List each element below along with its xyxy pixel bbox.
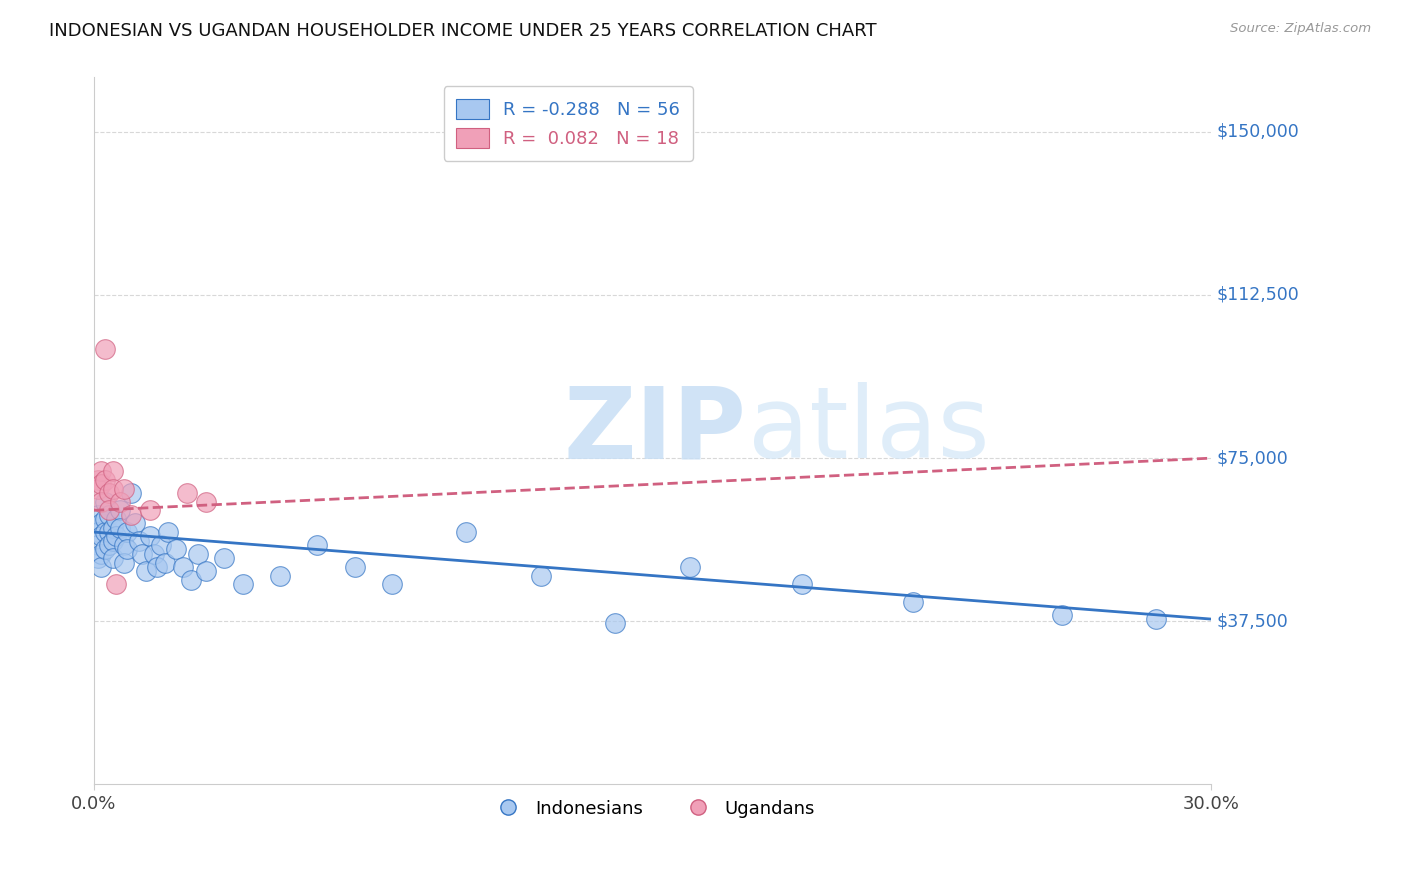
Point — [90, 516, 112, 531]
Point — [530, 568, 553, 582]
Point — [101, 521, 124, 535]
Point — [381, 577, 404, 591]
Text: $75,000: $75,000 — [1218, 450, 1289, 467]
Text: ZIP: ZIP — [564, 383, 747, 479]
Point — [139, 503, 162, 517]
Point — [94, 494, 117, 508]
Point — [903, 595, 925, 609]
Point — [135, 564, 157, 578]
Point — [94, 525, 117, 540]
Point — [101, 482, 124, 496]
Point — [180, 573, 202, 587]
Point — [86, 551, 108, 566]
Point — [139, 529, 162, 543]
Point — [90, 477, 112, 491]
Point — [94, 542, 117, 557]
Legend: Indonesians, Ugandans: Indonesians, Ugandans — [484, 792, 823, 825]
Point — [94, 512, 117, 526]
Text: Source: ZipAtlas.com: Source: ZipAtlas.com — [1230, 22, 1371, 36]
Point — [86, 525, 108, 540]
Point — [105, 529, 128, 543]
Point — [679, 560, 702, 574]
Point — [97, 486, 120, 500]
Point — [149, 538, 172, 552]
Point — [108, 503, 131, 517]
Point — [105, 512, 128, 526]
Text: INDONESIAN VS UGANDAN HOUSEHOLDER INCOME UNDER 25 YEARS CORRELATION CHART: INDONESIAN VS UGANDAN HOUSEHOLDER INCOME… — [49, 22, 877, 40]
Point — [146, 560, 169, 574]
Text: $150,000: $150,000 — [1218, 123, 1299, 141]
Point — [187, 547, 209, 561]
Point — [131, 547, 153, 561]
Point — [90, 560, 112, 574]
Point — [112, 538, 135, 552]
Point — [194, 564, 217, 578]
Point — [86, 538, 108, 552]
Point — [108, 521, 131, 535]
Point — [112, 556, 135, 570]
Point — [120, 508, 142, 522]
Point — [90, 464, 112, 478]
Point — [194, 494, 217, 508]
Text: $112,500: $112,500 — [1218, 286, 1299, 304]
Point — [1052, 607, 1074, 622]
Point — [214, 551, 236, 566]
Point — [97, 508, 120, 522]
Point — [157, 525, 180, 540]
Point — [120, 486, 142, 500]
Point — [97, 538, 120, 552]
Point — [790, 577, 813, 591]
Point — [165, 542, 187, 557]
Point — [101, 551, 124, 566]
Point — [94, 343, 117, 357]
Point — [101, 464, 124, 478]
Point — [90, 529, 112, 543]
Point — [117, 525, 139, 540]
Point — [153, 556, 176, 570]
Point — [90, 494, 112, 508]
Point — [456, 525, 478, 540]
Point — [172, 560, 194, 574]
Text: atlas: atlas — [748, 383, 990, 479]
Point — [97, 503, 120, 517]
Point — [105, 577, 128, 591]
Point — [86, 473, 108, 487]
Point — [108, 494, 131, 508]
Point — [117, 542, 139, 557]
Point — [124, 516, 146, 531]
Point — [86, 482, 108, 496]
Point — [101, 533, 124, 548]
Point — [112, 482, 135, 496]
Point — [232, 577, 254, 591]
Point — [1144, 612, 1167, 626]
Point — [605, 616, 627, 631]
Point — [90, 547, 112, 561]
Point — [269, 568, 291, 582]
Point — [307, 538, 329, 552]
Point — [86, 508, 108, 522]
Point — [176, 486, 198, 500]
Point — [142, 547, 165, 561]
Text: $37,500: $37,500 — [1218, 612, 1289, 631]
Point — [97, 525, 120, 540]
Point — [94, 473, 117, 487]
Point — [128, 533, 150, 548]
Point — [343, 560, 366, 574]
